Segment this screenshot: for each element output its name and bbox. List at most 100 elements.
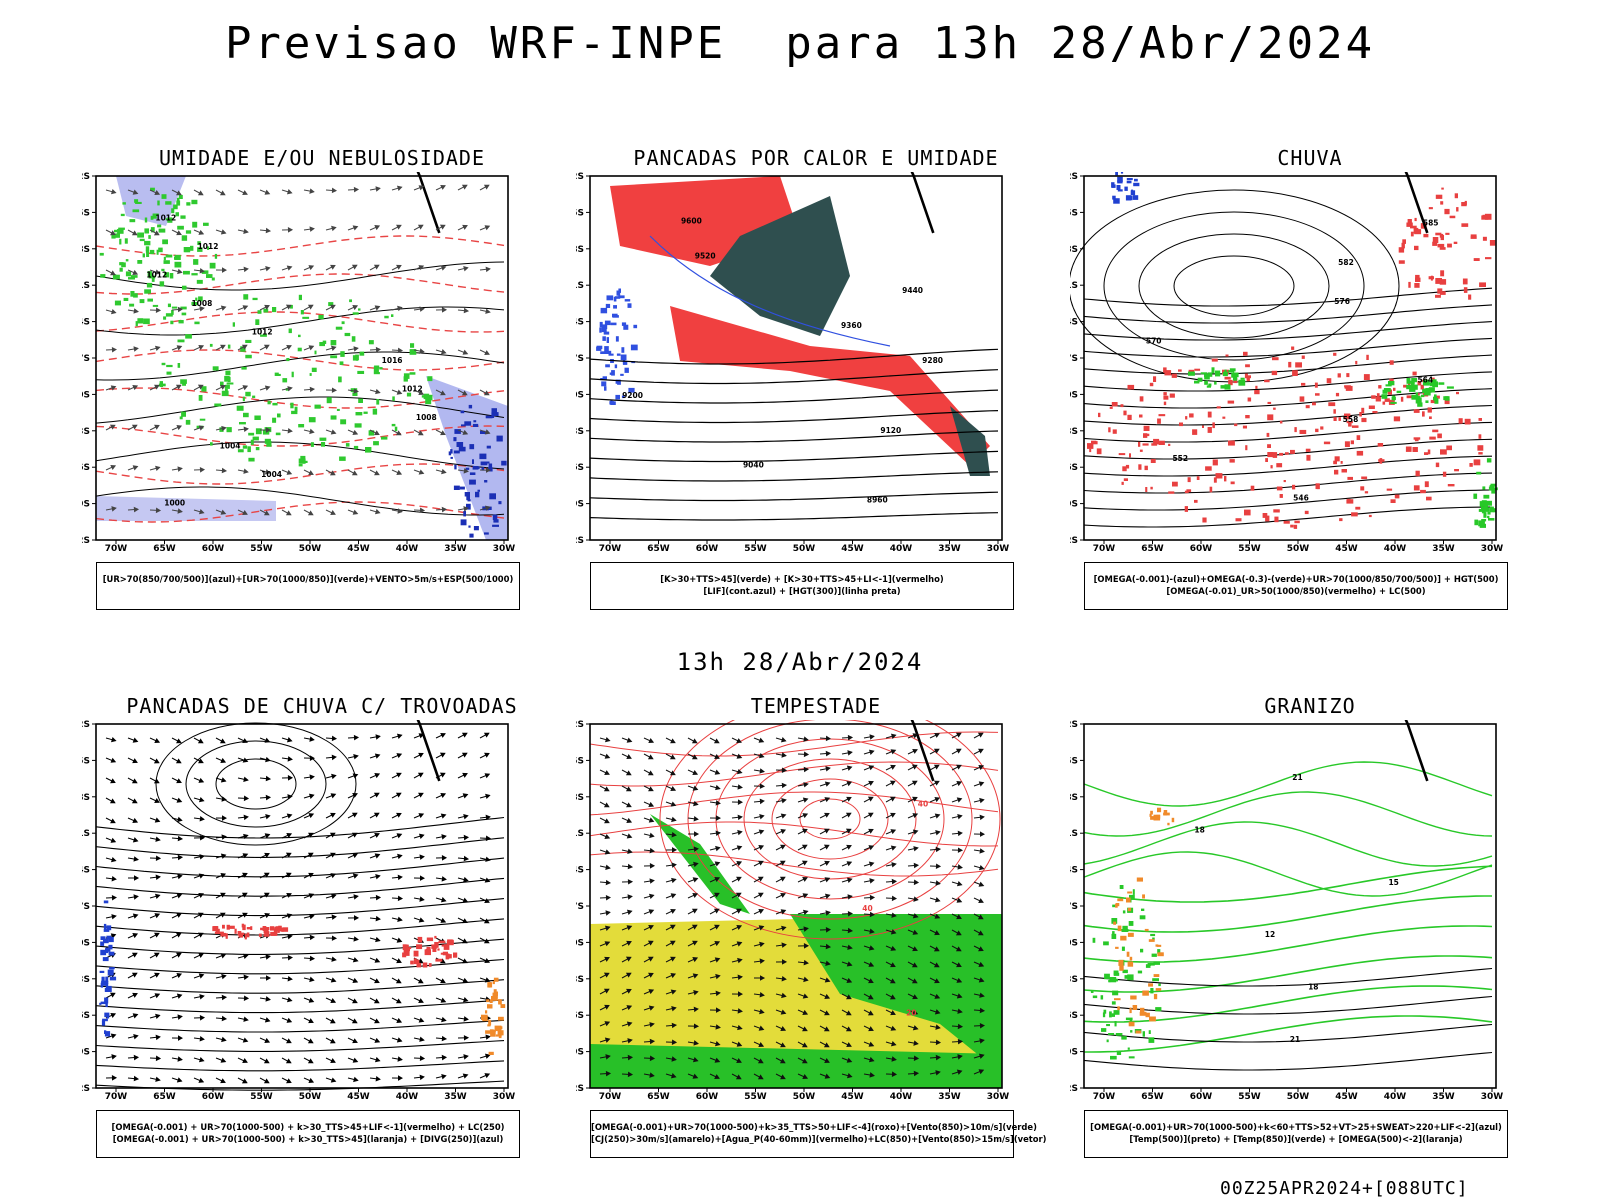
field-cell xyxy=(1151,443,1158,446)
field-cell xyxy=(103,938,109,944)
field-cell xyxy=(1196,476,1200,480)
field-cell xyxy=(473,420,477,423)
wind-arrowhead xyxy=(397,305,403,312)
thickness-contour xyxy=(95,349,505,371)
legend-line-1: [OMEGA(-0.001)+UR>70(1000-500)+k<60+TTS>… xyxy=(1090,1122,1502,1132)
field-cell xyxy=(1262,513,1268,518)
anticyclone-contour xyxy=(1103,211,1365,361)
lat-tick-label: 33S xyxy=(1070,975,1078,985)
wind-arrowhead xyxy=(714,754,720,760)
wind-arrowhead xyxy=(649,1072,655,1078)
wind-arrowhead xyxy=(846,994,852,1000)
field-cell xyxy=(492,514,498,520)
lat-tick-label: 36S xyxy=(82,1011,90,1021)
field-cell xyxy=(359,351,365,356)
wind-arrowhead xyxy=(266,427,272,433)
wind-arrowhead xyxy=(134,875,140,881)
humidity-shade-blue xyxy=(116,176,186,226)
wind-arrowhead xyxy=(824,977,831,983)
wind-arrowhead xyxy=(913,1040,919,1046)
wind-arrowhead xyxy=(648,924,654,930)
wind-arrowhead xyxy=(627,848,633,855)
field-cell xyxy=(1150,816,1155,820)
wind-arrowhead xyxy=(671,832,677,838)
wind-arrowhead xyxy=(177,873,183,880)
wind-arrowhead xyxy=(132,737,139,743)
field-cell xyxy=(1411,378,1418,383)
lon-tick-label: 60W xyxy=(1190,1092,1213,1102)
field-cell xyxy=(1153,814,1161,821)
field-cell xyxy=(1228,440,1235,446)
wind-arrowhead xyxy=(649,1038,656,1045)
wind-arrowhead xyxy=(373,264,380,270)
field-cell xyxy=(1314,382,1318,388)
field-cell xyxy=(464,421,472,426)
field-cell xyxy=(453,450,460,454)
field-cell xyxy=(1483,512,1487,518)
hgt500-contour xyxy=(1083,404,1493,426)
field-cell xyxy=(244,933,247,940)
wind-arrowhead xyxy=(979,1038,985,1044)
field-cell xyxy=(178,194,183,199)
wind-arrowhead xyxy=(286,913,293,919)
wind-arrowhead xyxy=(286,344,292,350)
field-cell xyxy=(1406,378,1411,384)
field-cell xyxy=(1458,418,1463,424)
field-cell xyxy=(484,532,489,535)
hgt300-contour xyxy=(589,410,999,424)
field-cell xyxy=(286,358,290,362)
wind-arrowhead xyxy=(626,753,632,760)
wind-arrowhead xyxy=(934,780,940,786)
field-cell xyxy=(1407,219,1412,225)
wind-arrowhead xyxy=(845,1026,852,1032)
wind-arrowhead xyxy=(286,1038,292,1044)
wind-arrowhead xyxy=(110,778,116,784)
field-cell xyxy=(100,936,106,940)
legend-line-2: [OMEGA(-0.001) + UR>70(1000-500) + k>30_… xyxy=(112,1134,504,1144)
lat-tick-label: 12S xyxy=(576,172,584,182)
field-cell xyxy=(236,405,244,411)
field-cell xyxy=(344,332,351,337)
field-cell xyxy=(1267,452,1274,458)
wind-arrowhead xyxy=(670,770,676,776)
wind-arrowhead xyxy=(243,266,249,273)
hgt500-contour xyxy=(1083,287,1493,307)
wind-arrowhead xyxy=(197,932,204,938)
lat-tick-label: 15S xyxy=(576,208,584,218)
wind-arrowhead xyxy=(847,927,854,934)
field-cell xyxy=(1435,278,1442,284)
wind-arrowhead xyxy=(374,832,380,838)
field-cell xyxy=(1439,233,1444,238)
field-cell xyxy=(1139,1011,1147,1016)
field-cell xyxy=(435,958,443,962)
wind-arrowhead xyxy=(110,308,117,315)
wind-arrowhead xyxy=(935,1039,942,1046)
field-cell xyxy=(137,260,143,264)
lat-tick-label: 12S xyxy=(1070,172,1078,182)
lon-tick-label: 50W xyxy=(1287,1092,1310,1102)
wind-arrowhead xyxy=(417,958,424,964)
humidity-low-level xyxy=(99,187,218,327)
wind-arrowhead xyxy=(868,1041,875,1047)
wind-arrowhead xyxy=(352,792,358,798)
wind-arrowhead xyxy=(419,1074,425,1081)
field-cell xyxy=(1290,449,1295,454)
field-cell xyxy=(242,445,248,449)
field-cell xyxy=(234,928,237,934)
field-cell xyxy=(1398,247,1405,253)
wind-arrowhead xyxy=(439,224,446,230)
field-cell xyxy=(1315,428,1319,433)
wind-arrowhead xyxy=(977,732,984,738)
field-cell xyxy=(1119,885,1124,889)
wind-arrowhead xyxy=(176,973,183,979)
wind-arrowhead xyxy=(177,1056,183,1062)
wind-arrowhead xyxy=(330,793,337,799)
wind-arrowhead xyxy=(625,972,632,978)
wind-arrowhead xyxy=(176,952,182,958)
wind-arrowhead xyxy=(309,934,316,941)
wind-arrowhead xyxy=(781,797,787,804)
wind-arrowhead xyxy=(375,873,381,880)
field-cell xyxy=(403,944,409,950)
wind-arrowhead xyxy=(176,190,182,196)
contour-label: 21 xyxy=(1292,773,1302,782)
